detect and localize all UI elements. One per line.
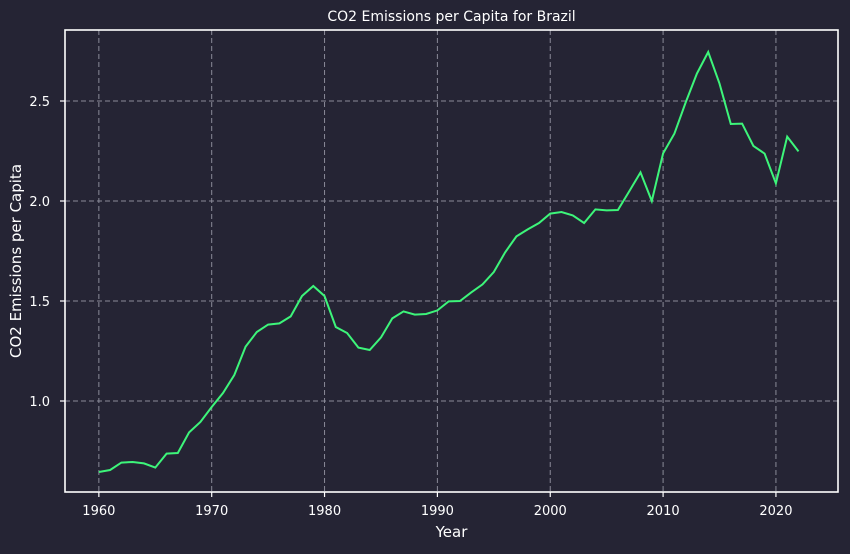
x-tick-label: 2020 xyxy=(759,504,792,519)
axis-ticks: 1960 1970 1980 1990 2000 2010 2020 1.0 1.5 2.0 2.5 xyxy=(29,95,792,519)
x-tick-label: 1980 xyxy=(308,504,341,519)
chart-title: CO2 Emissions per Capita for Brazil xyxy=(327,9,575,25)
x-tick-label: 1970 xyxy=(195,504,228,519)
y-tick-label: 1.5 xyxy=(29,295,50,310)
x-tick-label: 2000 xyxy=(534,504,567,519)
x-axis-label: Year xyxy=(435,523,469,541)
y-axis-label: CO2 Emissions per Capita xyxy=(7,164,25,358)
x-tick-label: 2010 xyxy=(647,504,680,519)
series-line-brazil-co2 xyxy=(98,49,800,473)
y-tick-label: 2.0 xyxy=(29,195,50,210)
x-tick-label: 1960 xyxy=(82,504,115,519)
plot-frame xyxy=(64,29,839,493)
x-tick-label: 1990 xyxy=(421,504,454,519)
y-tick-label: 2.5 xyxy=(29,95,50,110)
y-tick-label: 1.0 xyxy=(29,395,50,410)
